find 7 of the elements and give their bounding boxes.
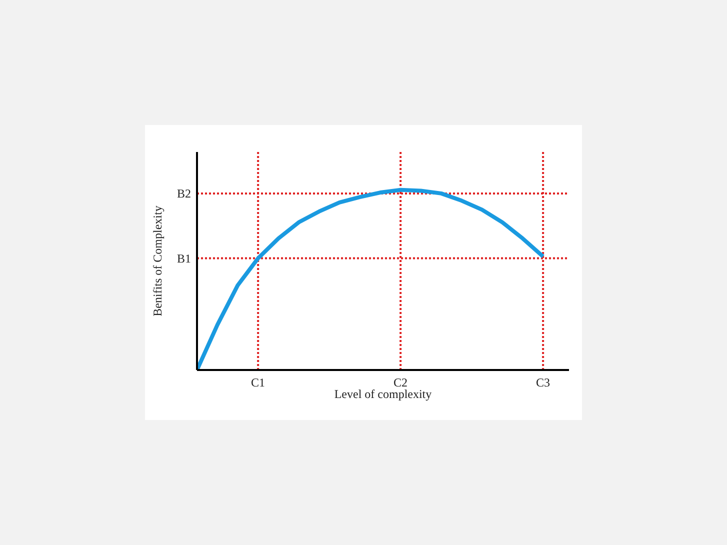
y-axis-title: Benifits of Complexity [150,206,164,316]
ref-line-label: B2 [176,186,191,201]
x-tick-label: C1 [251,376,266,390]
x-tick-label: C3 [536,376,550,390]
ref-line-label: B1 [176,252,191,266]
x-axis-title: Level of complexity [334,387,432,401]
x-tick-label: C2 [394,376,408,390]
